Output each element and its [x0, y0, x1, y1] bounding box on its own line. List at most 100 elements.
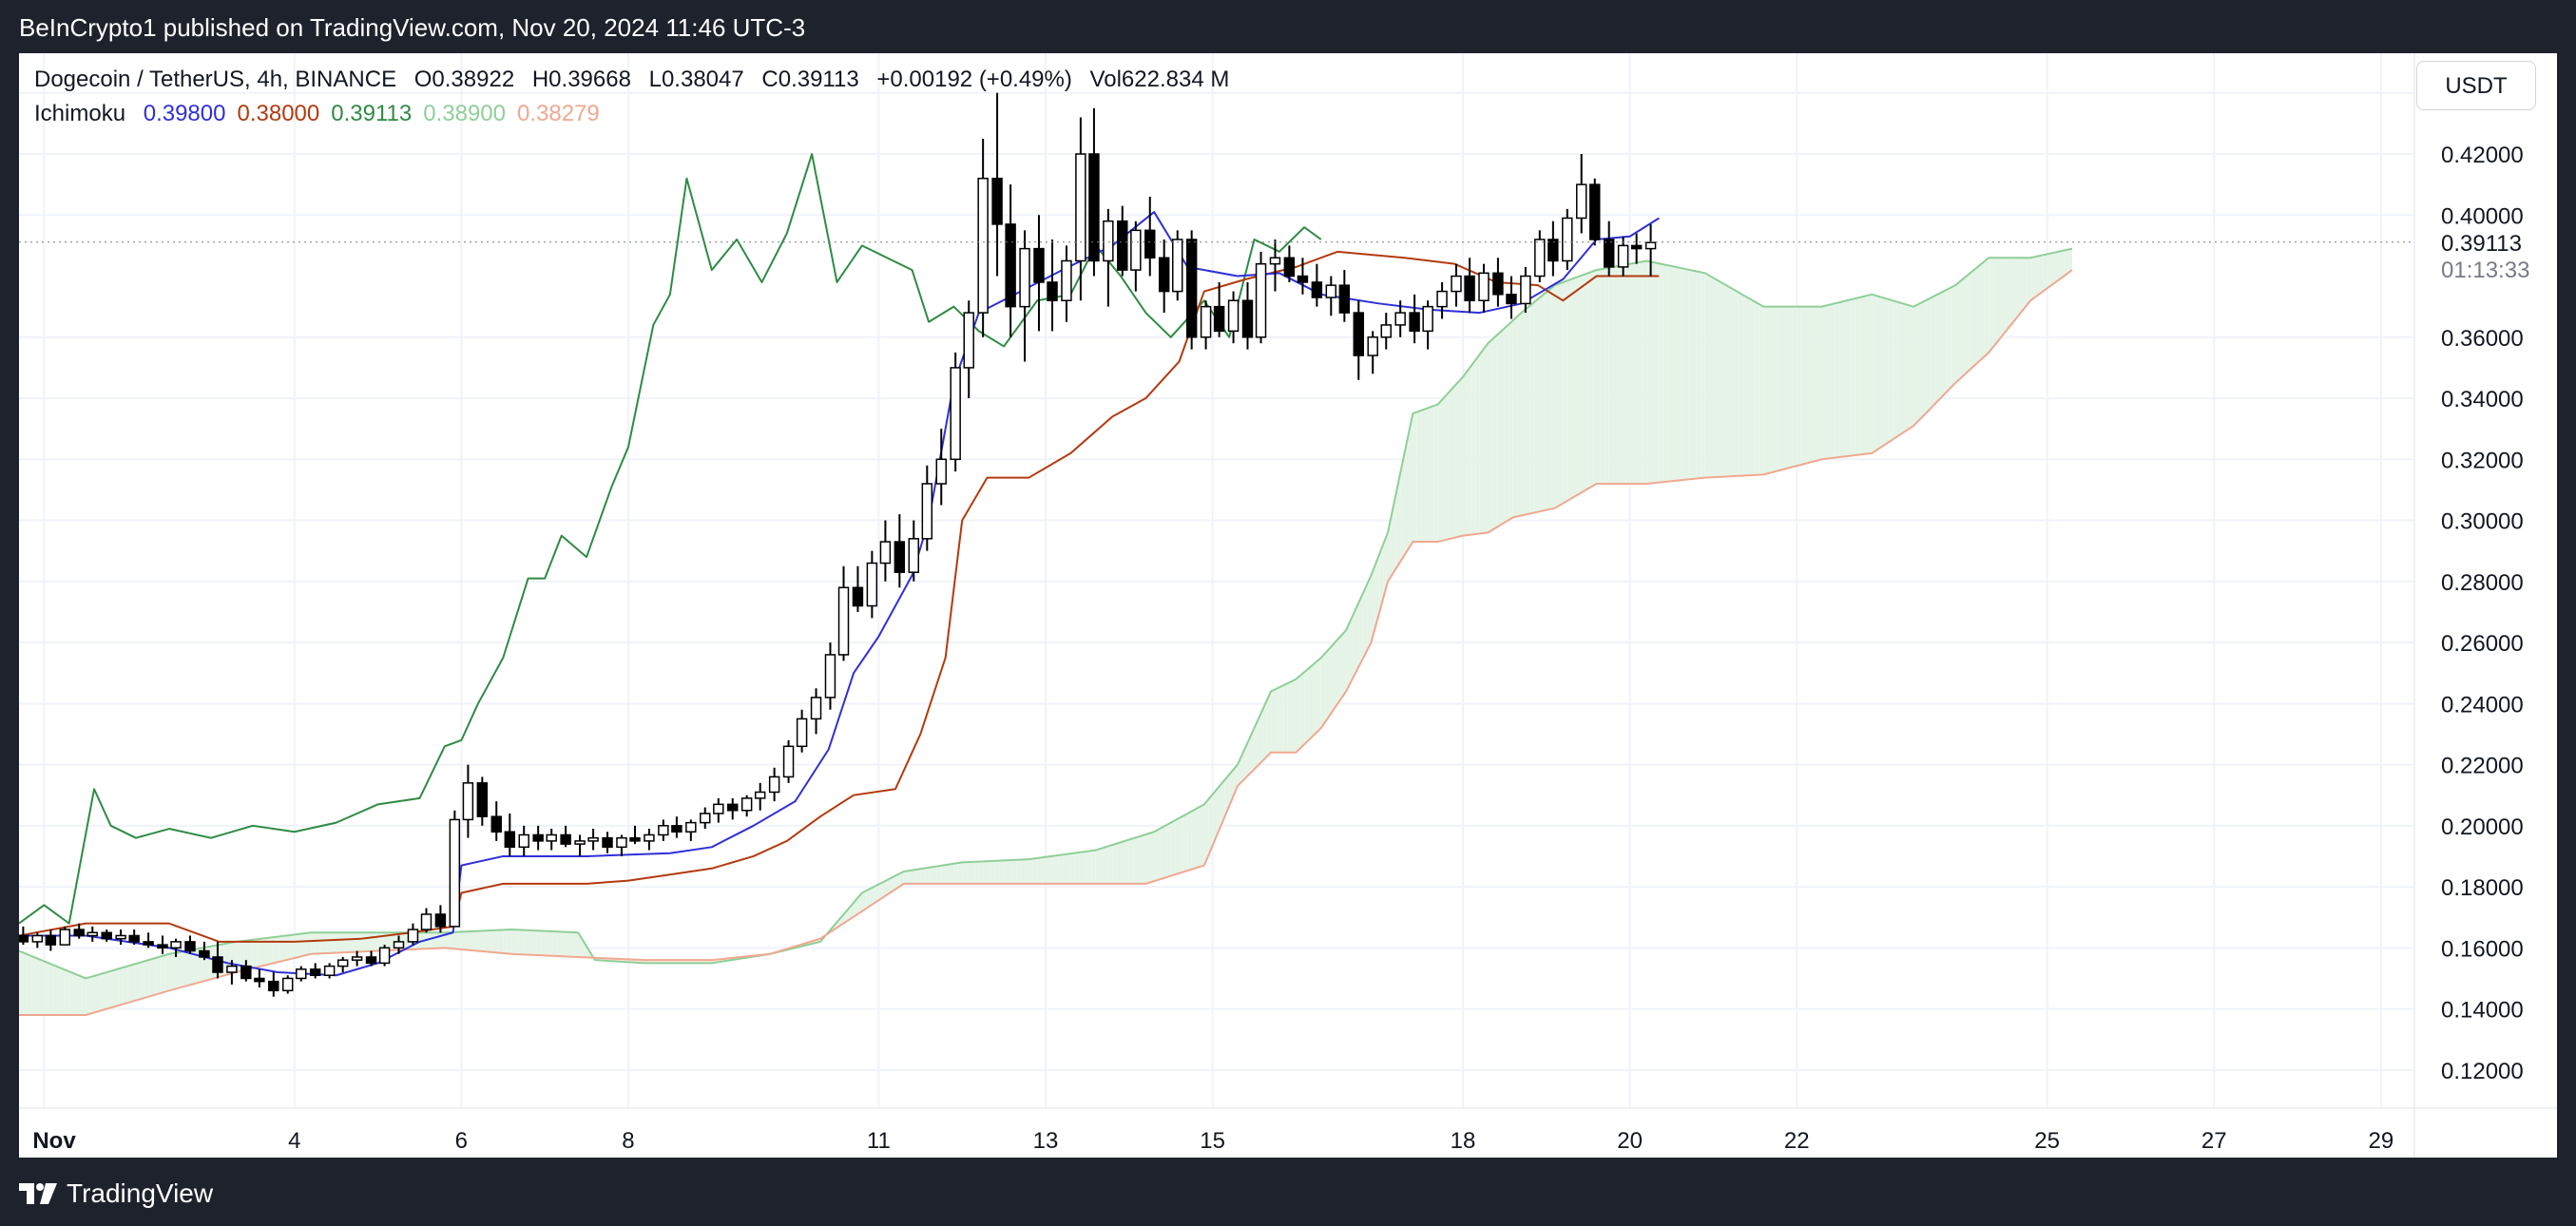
cloud-segment	[1909, 305, 1914, 429]
cloud-segment	[569, 931, 574, 957]
chart-panel[interactable]: 0.440000.420000.400000.360000.340000.320…	[19, 53, 2557, 1158]
cloud-segment	[1746, 297, 1751, 476]
cloud-segment	[1475, 354, 1480, 535]
cloud-segment	[1538, 296, 1543, 512]
currency-button[interactable]: USDT	[2416, 61, 2536, 110]
cloud-segment	[1825, 304, 1831, 459]
cloud-segment	[1032, 857, 1038, 884]
candle-body	[212, 956, 223, 973]
candle	[1353, 300, 1364, 380]
candle-body	[323, 965, 336, 976]
candle	[336, 956, 349, 973]
cloud-segment	[110, 969, 115, 1008]
candle	[1172, 230, 1183, 301]
candle-body	[1325, 284, 1337, 298]
y-tick-label: 0.34000	[2441, 387, 2524, 412]
tradingview-logo[interactable]: TradingView	[19, 1178, 213, 1209]
candle-body	[128, 934, 140, 943]
cloud-segment	[1721, 282, 1726, 477]
cloud-segment	[1554, 283, 1559, 508]
cloud-segment	[1542, 292, 1547, 511]
cloud-segment	[962, 862, 967, 884]
cloud-segment	[1550, 285, 1555, 509]
cloud-segment	[432, 932, 437, 948]
candle	[1603, 220, 1615, 277]
cloud-segment	[94, 974, 99, 1013]
cloud-segment	[1008, 859, 1012, 884]
cloud-segment	[1683, 268, 1689, 480]
cloud-segment	[68, 971, 74, 1016]
lagging-span-line	[19, 153, 1322, 925]
cloud-segment	[1262, 700, 1267, 761]
cloud-segment	[1750, 299, 1756, 476]
candle	[685, 819, 697, 841]
cloud-segment	[1182, 813, 1188, 872]
cloud-segment	[294, 933, 299, 959]
candle-body	[157, 944, 168, 949]
cloud-segment	[1738, 292, 1743, 476]
candle-body	[1338, 284, 1351, 314]
candle-body	[824, 654, 836, 699]
cloud-segment	[1867, 294, 1873, 454]
cloud-segment	[1984, 258, 1990, 356]
candle-body	[1088, 153, 1100, 262]
x-tick-label: 29	[2369, 1128, 2394, 1154]
cloud-segment	[1559, 281, 1564, 507]
x-tick-label: Nov	[32, 1128, 76, 1154]
cloud-segment	[1947, 287, 1951, 392]
cloud-segment	[1600, 268, 1605, 484]
cloud-segment	[1884, 297, 1889, 446]
candle-body	[1436, 290, 1448, 308]
cloud-segment	[114, 968, 120, 1007]
cloud-segment	[1283, 682, 1288, 753]
cloud-segment	[1187, 811, 1192, 872]
cloud-segment	[511, 929, 516, 954]
cloud-segment	[528, 929, 532, 955]
cloud-segment	[436, 932, 441, 948]
cloud-segment	[148, 958, 153, 997]
candle	[1338, 270, 1351, 322]
y-tick-label: 0.16000	[2441, 936, 2524, 962]
candle-body	[1630, 244, 1643, 250]
cloud-segment	[348, 932, 354, 952]
cloud-segment	[257, 938, 261, 967]
candle-countdown-label: 01:13:33	[2441, 258, 2529, 283]
candle	[1548, 220, 1559, 277]
cloud-segment	[327, 932, 333, 953]
cloud-segment	[1104, 846, 1108, 884]
x-tick-label: 15	[1200, 1128, 1225, 1154]
y-tick-label: 0.28000	[2441, 570, 2524, 596]
candle	[1589, 178, 1601, 246]
candle	[1380, 313, 1392, 350]
candle	[449, 810, 461, 928]
y-tick-label: 0.26000	[2441, 631, 2524, 657]
cloud-segment	[1304, 668, 1309, 745]
cloud-segment	[1346, 621, 1351, 692]
candle-body	[644, 833, 655, 842]
cloud-segment	[1776, 306, 1780, 471]
candle	[504, 813, 516, 856]
candle	[768, 767, 780, 802]
candle-body	[45, 934, 57, 946]
cloud-segment	[65, 969, 69, 1016]
indicator-name[interactable]: Ichimoku	[34, 101, 126, 126]
candle-body	[768, 776, 780, 794]
candle	[908, 520, 919, 582]
candle-body	[894, 541, 906, 573]
candle	[1241, 281, 1254, 350]
cloud-segment	[1584, 273, 1588, 491]
candle	[1255, 251, 1267, 344]
cloud-segment	[1292, 679, 1297, 753]
candle	[170, 938, 182, 957]
cloud-segment	[265, 937, 270, 966]
cloud-segment	[152, 957, 157, 996]
candle	[602, 832, 613, 853]
price-chart[interactable]: 0.440000.420000.400000.360000.340000.320…	[19, 53, 2557, 1158]
cloud-segment	[552, 931, 558, 956]
candle-body	[629, 836, 641, 842]
cloud-segment	[1166, 822, 1171, 877]
candle-body	[1047, 281, 1058, 301]
cloud-segment	[240, 940, 245, 971]
candle-body	[268, 980, 279, 992]
symbol-name[interactable]: Dogecoin / TetherUS, 4h, BINANCE	[34, 67, 397, 92]
